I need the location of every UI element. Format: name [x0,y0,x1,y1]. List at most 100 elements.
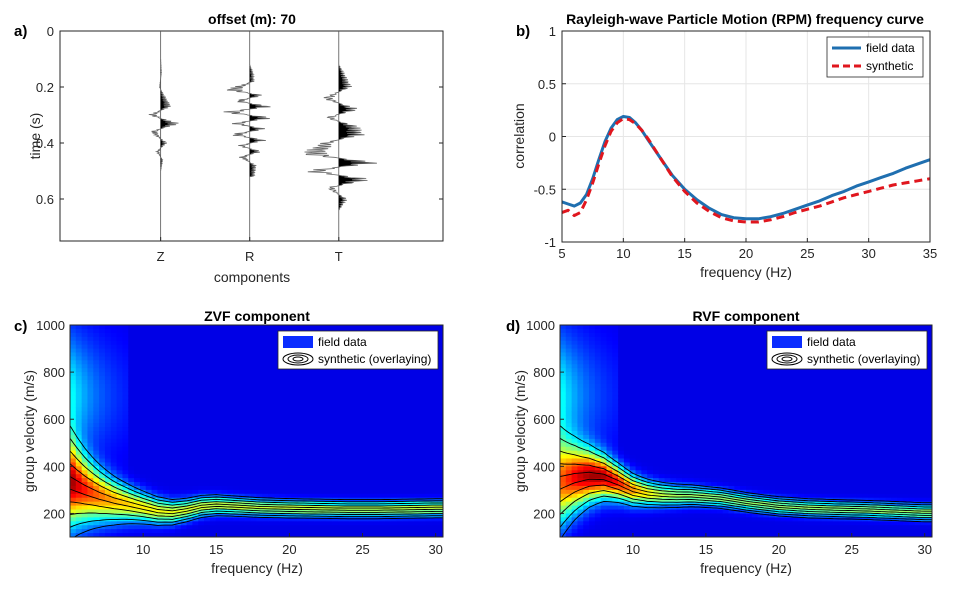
heatmap-cell [641,352,648,358]
heatmap-cell [244,328,252,334]
heatmap-cell [233,391,240,397]
heatmap-cell [343,407,351,412]
heatmap-cell [314,442,322,448]
heatmap-cell [104,419,112,424]
heatmap-cell [589,525,596,530]
heatmap-cell [139,501,147,507]
heatmap-cell [110,525,118,530]
heatmap-cell [134,364,141,369]
heatmap-cell [75,450,83,456]
heatmap-cell [163,352,170,358]
heatmap-cell [157,336,164,342]
heatmap-cell [647,387,654,393]
heatmap-cell [70,427,77,432]
heatmap-cell [239,442,246,448]
heatmap-cell [157,485,164,491]
heatmap-cell [169,411,176,416]
heatmap-cell [314,525,322,530]
heatmap-cell [653,411,660,416]
heatmap-cell [384,529,392,534]
heatmap-cell [244,470,252,475]
heatmap-cell [233,482,240,487]
heatmap-cell [239,419,246,424]
heatmap-cell [367,454,374,460]
heatmap-cell [629,450,637,456]
heatmap-cell [145,376,153,381]
heatmap-cell [565,325,573,330]
heatmap-cell [647,497,654,503]
heatmap-cell [227,521,234,526]
heatmap-cell [180,427,188,432]
heatmap-cell [682,332,689,338]
plot-frame-a [59,30,444,242]
heatmap-cell [641,360,648,365]
heatmap-cell [308,450,316,456]
heatmap-cell [279,533,287,537]
heatmap-cell [99,368,106,373]
heatmap-cell [589,415,596,420]
heatmap-cell [641,336,648,342]
heatmap-cell [612,529,619,534]
heatmap-cell [308,533,316,537]
heatmap-cell [116,489,124,495]
heatmap-cell [705,438,712,444]
heatmap-cell [373,521,380,526]
heatmap-cell [653,446,660,452]
heatmap-cell [308,419,316,424]
heatmap-cell [268,407,275,412]
heatmap-cell [215,376,223,381]
heatmap-cell [139,509,147,515]
heatmap-cell [623,442,631,448]
heatmap-cell [618,501,625,507]
heatmap-cell [244,403,252,409]
heatmap-cell [670,521,677,526]
heatmap-cell [589,427,596,432]
heatmap-cell [104,336,112,342]
heatmap-cell [110,387,118,393]
heatmap-cell [244,497,252,503]
heatmap-cell [198,485,205,491]
heatmap-cell [99,364,106,369]
heatmap-cell [693,517,701,522]
heatmap-cell [565,485,573,491]
heatmap-cell [647,376,654,381]
heatmap-cell [594,360,602,365]
heatmap-cell [151,497,159,503]
heatmap-cell [221,446,228,452]
heatmap-cell [227,466,234,471]
heatmap-cell [431,325,438,330]
heatmap-cell [104,454,112,460]
heatmap-cell [705,387,712,393]
heatmap-cell [303,427,310,432]
heatmap-cell [139,364,147,369]
heatmap-cell [693,423,701,428]
heatmap-cell [699,493,706,499]
heatmap-cell [209,395,217,401]
heatmap-cell [116,325,124,330]
heatmap-cell [75,505,83,511]
heatmap-cell [629,364,637,369]
heatmap-cell [594,458,602,464]
heatmap-cell [157,391,164,397]
heatmap-cell [110,360,118,365]
heatmap-cell [320,419,328,424]
heatmap-cell [134,415,141,420]
heatmap-cell [437,344,443,350]
heatmap-cell [139,328,147,334]
heatmap-cell [373,431,380,436]
heatmap-cell [116,356,124,361]
heatmap-cell [560,431,567,436]
heatmap-cell [594,348,602,354]
heatmap-cell [233,478,240,483]
heatmap-cell [560,442,567,448]
heatmap-cell [145,364,153,369]
heatmap-cell [623,458,631,464]
heatmap-cell [664,340,672,346]
heatmap-cell [367,470,374,475]
heatmap-cell [408,462,415,467]
heatmap-cell [180,462,188,467]
heatmap-cell [314,450,322,456]
heatmap-cell [378,403,386,409]
panel-label-a: a) [14,23,27,40]
heatmap-cell [233,360,240,365]
